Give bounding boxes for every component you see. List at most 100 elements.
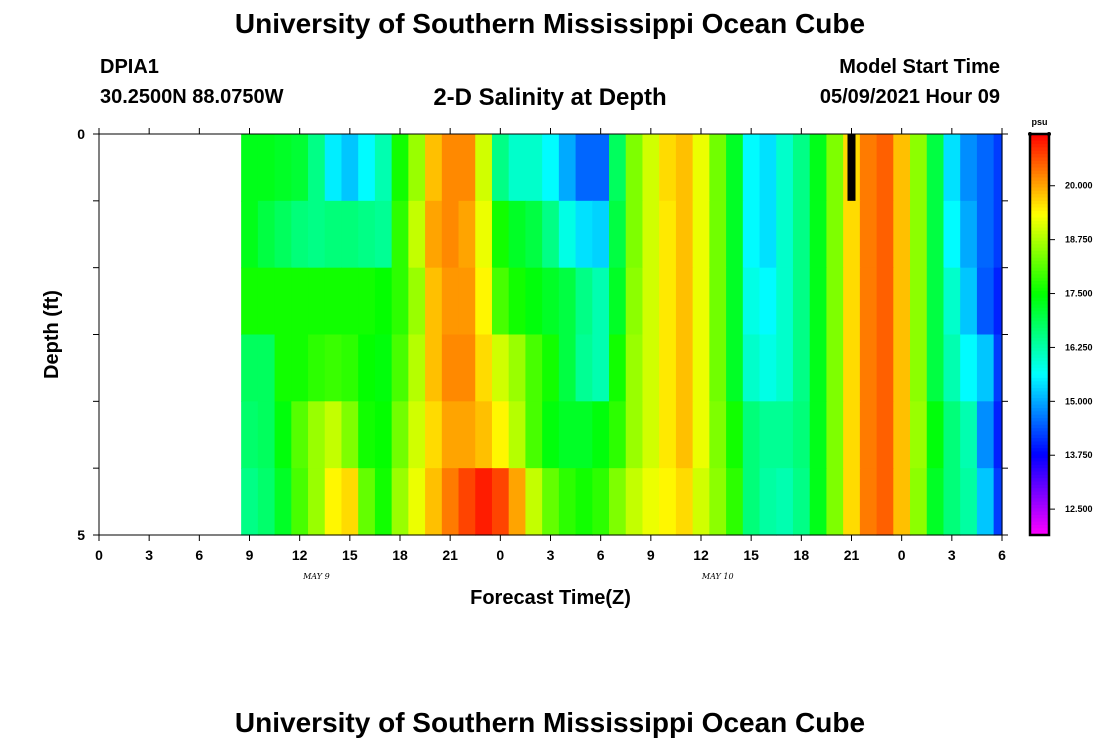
heatmap-cell <box>726 134 744 202</box>
heatmap-cell <box>575 267 593 336</box>
colorbar-segment <box>1030 204 1049 209</box>
x-day-label: MAY 9 <box>302 572 330 581</box>
colorbar-segment <box>1030 304 1049 309</box>
colorbar-segment <box>1030 317 1049 322</box>
colorbar-segment <box>1030 424 1049 429</box>
heatmap-cell <box>876 200 894 269</box>
heatmap-cell <box>976 334 995 402</box>
heatmap-cell <box>993 134 1003 202</box>
heatmap-cell <box>976 200 995 269</box>
heatmap-cell <box>692 468 710 536</box>
heatmap-cell <box>491 401 510 469</box>
heatmap-cell <box>458 401 476 469</box>
colorbar-segment <box>1030 247 1049 252</box>
colorbar-segment <box>1030 448 1049 453</box>
heatmap-cell <box>876 267 894 336</box>
colorbar-segment <box>1030 444 1049 449</box>
heatmap-cell <box>341 334 359 402</box>
heatmap-cell <box>826 267 844 336</box>
colorbar-segment <box>1030 220 1049 225</box>
heatmap-cell <box>341 468 359 536</box>
colorbar-segment <box>1030 237 1049 242</box>
heatmap-cell <box>859 401 878 469</box>
heatmap-cell <box>675 200 694 269</box>
colorbar-segment <box>1030 454 1049 459</box>
heatmap-cell <box>241 134 259 202</box>
heatmap-cell <box>558 134 577 202</box>
colorbar-segment <box>1030 344 1049 349</box>
heatmap-cell <box>274 468 292 536</box>
colorbar-segment <box>1030 150 1049 155</box>
heatmap-cell <box>475 334 493 402</box>
colorbar-segment <box>1030 257 1049 262</box>
heatmap-cell <box>391 468 409 536</box>
heatmap-cell <box>441 134 460 202</box>
heatmap-cell <box>291 267 309 336</box>
heatmap-cell <box>960 267 978 336</box>
x-tick-label: 21 <box>844 547 860 563</box>
colorbar-segment <box>1030 441 1049 446</box>
colorbar-segment <box>1030 481 1049 486</box>
colorbar-segment <box>1030 281 1049 285</box>
colorbar-segment <box>1030 394 1049 399</box>
heatmap-cell <box>558 200 577 269</box>
heatmap-cell <box>826 200 844 269</box>
colorbar-segment <box>1030 528 1049 533</box>
heatmap-cell <box>324 468 343 536</box>
heatmap-cell <box>960 401 978 469</box>
heatmap-cell <box>425 200 443 269</box>
heatmap-cell <box>592 401 610 469</box>
colorbar-segment <box>1030 187 1049 192</box>
x-day-label: MAY 10 <box>701 572 734 581</box>
heatmap-cell <box>943 401 961 469</box>
heatmap-cell <box>542 334 560 402</box>
heatmap-cell <box>508 134 527 202</box>
heatmap-cell <box>257 401 276 469</box>
heatmap-cell <box>943 134 961 202</box>
colorbar-segment <box>1030 478 1049 483</box>
heatmap-cell <box>926 468 945 536</box>
x-tick-label: 9 <box>246 547 254 563</box>
colorbar-segment <box>1030 488 1049 493</box>
colorbar-segment <box>1030 508 1049 513</box>
heatmap-cell <box>910 200 928 269</box>
heatmap-cell <box>960 468 978 536</box>
heatmap-cell <box>425 134 443 202</box>
heatmap-cell <box>726 401 744 469</box>
heatmap-cell <box>358 468 376 536</box>
colorbar-segment <box>1030 438 1049 443</box>
heatmap-cell <box>542 200 560 269</box>
heatmap-cell <box>642 200 660 269</box>
heatmap-cell <box>475 267 493 336</box>
heatmap-cell <box>926 134 945 202</box>
colorbar-segment <box>1030 354 1049 359</box>
heatmap-cell <box>625 200 644 269</box>
x-tick-label: 6 <box>998 547 1006 563</box>
colorbar-segment <box>1030 494 1049 499</box>
heatmap-cell <box>408 401 426 469</box>
colorbar-segment <box>1030 177 1049 182</box>
heatmap-cell <box>374 468 393 536</box>
heatmap-cell <box>993 334 1003 402</box>
heatmap-cell <box>792 267 811 336</box>
colorbar-segment <box>1030 464 1049 469</box>
colorbar-segment <box>1030 461 1049 466</box>
model-start-value: 05/09/2021 Hour 09 <box>819 86 1000 108</box>
heatmap-cell <box>291 468 309 536</box>
x-tick-label: 15 <box>743 547 759 563</box>
colorbar-segment <box>1030 157 1049 162</box>
heatmap-cell <box>324 401 343 469</box>
colorbar-unit: psu <box>1031 117 1047 127</box>
heatmap-cell <box>475 134 493 202</box>
colorbar-tick-label: 16.250 <box>1065 342 1093 352</box>
heatmap-cell <box>475 200 493 269</box>
heatmap-cell <box>826 134 844 202</box>
heatmap-cell <box>592 134 610 202</box>
heatmap-cell <box>792 334 811 402</box>
heatmap-cell <box>776 200 794 269</box>
heatmap-cell <box>893 200 911 269</box>
colorbar-segment <box>1030 134 1049 138</box>
heatmap-cell <box>843 401 861 469</box>
